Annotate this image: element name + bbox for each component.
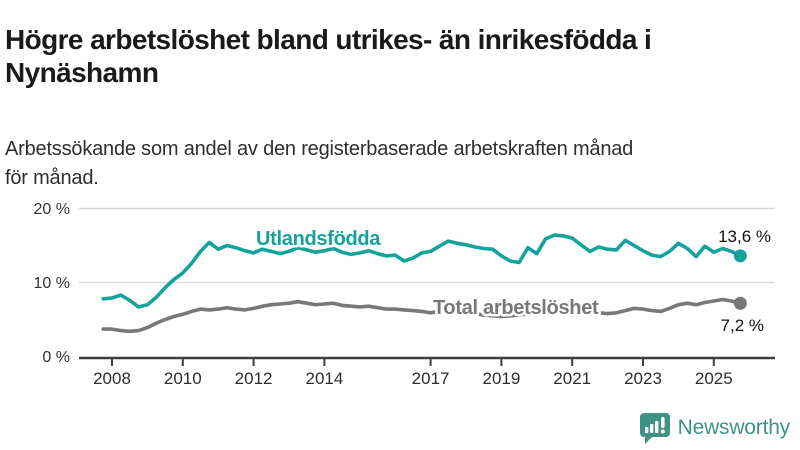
x-tick-label: 2023 xyxy=(624,369,662,388)
series-line-total xyxy=(101,297,743,334)
x-tick-label: 2017 xyxy=(412,369,450,388)
x-axis xyxy=(79,356,775,366)
series-line-utlandsfodda xyxy=(101,233,743,309)
end-value-label-total: 7,2 % xyxy=(721,316,764,335)
subtitle-line-1: Arbetssökande som andel av den registerb… xyxy=(5,138,634,160)
y-tick-label: 0 % xyxy=(42,349,70,366)
x-tick-label: 2021 xyxy=(553,369,591,388)
x-tick-label: 2010 xyxy=(164,369,202,388)
brand-name: Newsworthy xyxy=(677,416,791,439)
chart-subtitle: Arbetssökande som andel av den registerb… xyxy=(5,135,785,193)
y-tick-label: 20 % xyxy=(34,201,70,218)
x-tick-label: 2014 xyxy=(305,369,343,388)
subtitle-line-2: för månad. xyxy=(5,167,99,189)
title-line-1: Högre arbetslöshet bland utrikes- än inr… xyxy=(5,23,652,55)
x-tick-label: 2019 xyxy=(482,369,520,388)
data-series xyxy=(101,233,747,334)
x-axis-labels: 2008 2010 2012 2014 2017 2019 2021 2023 2025 xyxy=(93,369,733,388)
series-end-dot-utlandsfodda xyxy=(733,249,747,263)
end-value-label-utlandsfodda: 13,6 % xyxy=(718,227,771,246)
x-tick-label: 2012 xyxy=(235,369,273,388)
bar-chart-speech-bubble-icon xyxy=(639,412,670,444)
y-axis-labels: 0 % 10 % 20 % xyxy=(34,201,70,366)
gridlines xyxy=(79,207,775,284)
title-line-2: Nynäshamn xyxy=(5,56,159,88)
series-label-total-arbetsloshet: Total arbetslöshet xyxy=(433,297,599,319)
series-end-dot-total xyxy=(733,296,747,310)
y-tick-label: 10 % xyxy=(34,275,70,292)
series-label-utlandsfodda: Utlandsfödda xyxy=(256,228,381,250)
x-tick-label: 2025 xyxy=(695,369,733,388)
x-tick-label: 2008 xyxy=(93,369,131,388)
page-title: Högre arbetslöshet bland utrikes- än inr… xyxy=(5,23,785,89)
newsworthy-logo: Newsworthy xyxy=(639,410,790,446)
